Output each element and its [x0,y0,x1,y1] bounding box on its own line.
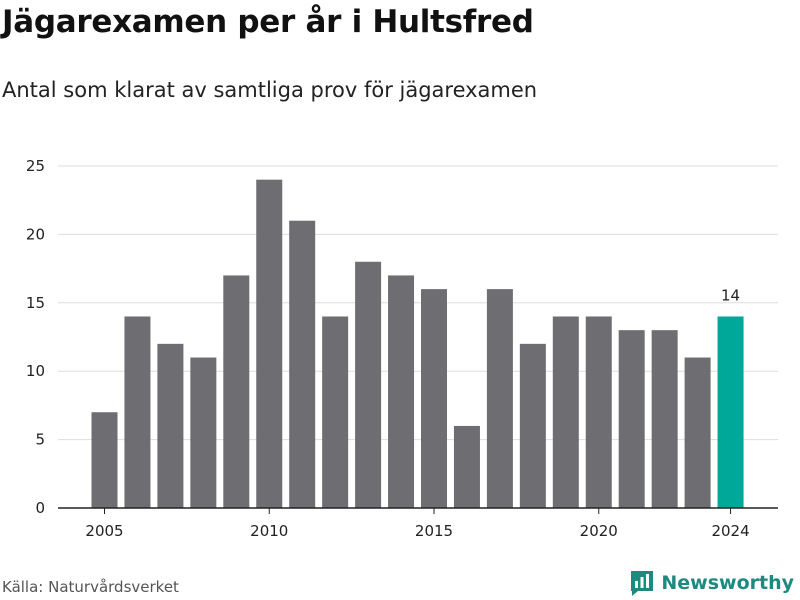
bar-2014 [388,275,415,508]
y-tick-label: 10 [26,362,45,380]
bar-2022 [651,330,678,508]
bar-2009 [223,275,250,508]
bar-2013 [355,261,382,508]
data-label-2024: 14 [721,286,740,304]
bar-2017 [486,289,513,508]
x-tick-label: 2005 [85,522,123,540]
bar-2016 [453,425,480,508]
newsworthy-logo-icon [631,571,654,596]
y-tick-label: 25 [26,157,45,175]
bar-2012 [322,316,349,508]
x-tick-label: 2015 [415,522,453,540]
bar-2023 [684,357,711,508]
newsworthy-brand: Newsworthy [629,569,794,597]
bar-2005 [91,412,118,508]
chart-subtitle: Antal som klarat av samtliga prov för jä… [2,78,538,102]
bar-2008 [190,357,217,508]
bar-2020 [585,316,612,508]
brand-name: Newsworthy [661,572,794,594]
bar-2006 [124,316,151,508]
bar-2018 [519,343,546,508]
bar-2010 [256,179,283,508]
y-tick-label: 5 [35,431,45,449]
y-tick-label: 15 [26,294,45,312]
chart-title: Jägarexamen per år i Hultsfred [2,4,534,40]
source-note: Källa: Naturvårdsverket [2,578,179,596]
x-tick-label: 2010 [250,522,288,540]
bar-2024 [717,316,744,508]
bar-2007 [157,343,184,508]
bar-2011 [289,220,316,508]
x-tick-label: 2024 [711,522,749,540]
bar-2015 [421,289,447,508]
y-tick-label: 0 [35,499,45,517]
y-tick-label: 20 [26,225,45,243]
x-tick-label: 2020 [580,522,618,540]
bar-chart: 0 5 10 15 20 25 2005 2010 2015 2020 2024 14 [26,157,778,540]
bar-2019 [552,316,579,508]
bar-2021 [618,330,645,508]
